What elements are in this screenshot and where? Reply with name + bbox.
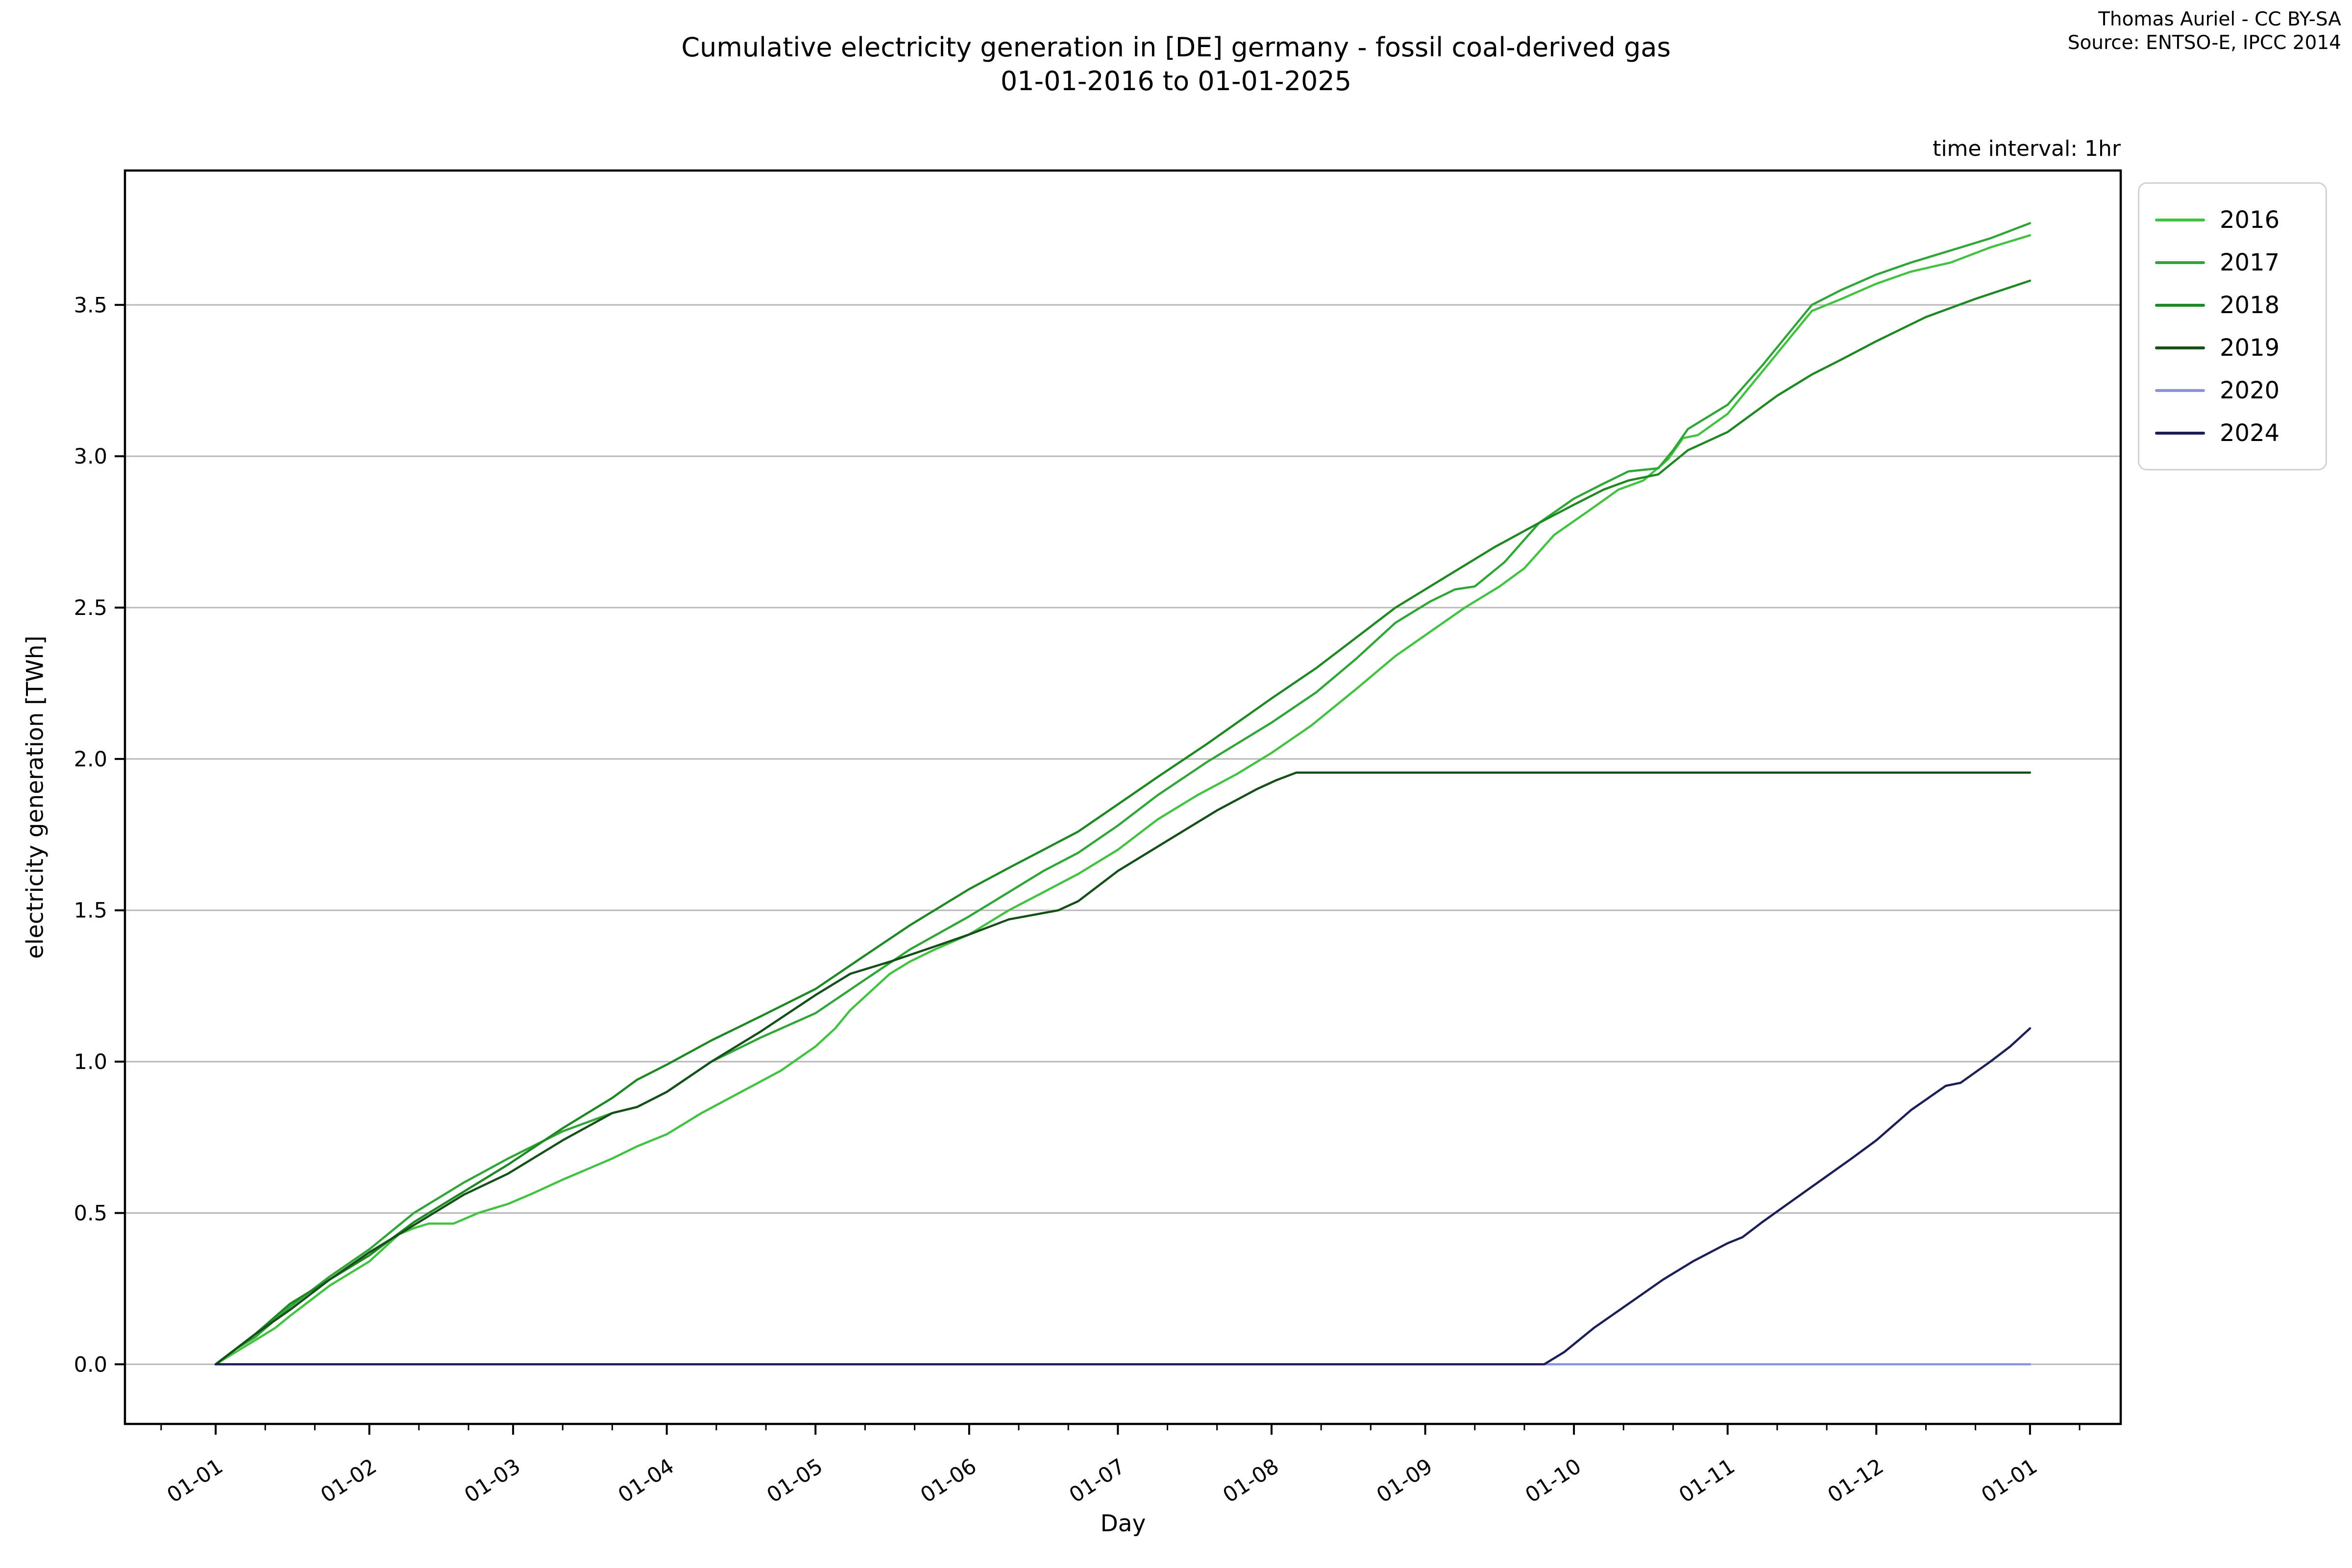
series-line-2019 — [214, 771, 2032, 1366]
legend-label-2019: 2019 — [2220, 334, 2280, 362]
x-axis-label: Day — [1100, 1510, 1146, 1537]
series-line-2024 — [214, 1027, 2032, 1366]
x-tick-label: 01-02 — [317, 1454, 381, 1508]
x-tick-label: 01-01 — [163, 1454, 227, 1508]
legend-item-2024: 2024 — [2139, 412, 2326, 454]
legend-item-2020: 2020 — [2139, 369, 2326, 412]
legend-swatch-2019 — [2155, 346, 2205, 349]
legend-swatch-2017 — [2155, 261, 2205, 264]
axes-frame — [123, 169, 2122, 1425]
legend-label-2018: 2018 — [2220, 291, 2280, 319]
legend-item-2016: 2016 — [2139, 198, 2326, 241]
x-tick-label: 01-03 — [460, 1454, 525, 1508]
x-tick-label: 01-10 — [1521, 1454, 1586, 1508]
legend-swatch-2024 — [2155, 431, 2205, 435]
legend-label-2020: 2020 — [2220, 376, 2280, 404]
legend: 2016 2017 2018 2019 2020 2024 — [2138, 182, 2327, 470]
y-tick-label: 1.0 — [74, 1050, 107, 1075]
chart-title-block: Cumulative electricity generation in [DE… — [0, 30, 2352, 98]
attribution-author: Thomas Auriel - CC BY-SA — [2098, 8, 2341, 30]
y-tick-label: 0.0 — [74, 1352, 107, 1377]
y-tick-label: 1.5 — [74, 899, 107, 923]
x-tick-label: 01-11 — [1675, 1454, 1740, 1508]
legend-item-2019: 2019 — [2139, 326, 2326, 369]
x-tick-label: 01-08 — [1219, 1454, 1283, 1508]
legend-swatch-2020 — [2155, 389, 2205, 392]
legend-item-2017: 2017 — [2139, 241, 2326, 284]
x-tick-label: 01-06 — [916, 1454, 981, 1508]
x-tick-label: 01-09 — [1372, 1454, 1437, 1508]
chart-subtitle: 01-01-2016 to 01-01-2025 — [1000, 66, 1352, 97]
chart-title: Cumulative electricity generation in [DE… — [681, 32, 1671, 63]
legend-swatch-2018 — [2155, 303, 2205, 307]
attribution-source: Source: ENTSO-E, IPCC 2014 — [2067, 31, 2341, 54]
x-tick-label: 01-12 — [1823, 1454, 1888, 1508]
attribution: Thomas Auriel - CC BY-SA Source: ENTSO-E… — [2068, 8, 2341, 54]
legend-label-2016: 2016 — [2220, 206, 2280, 234]
x-tick-label: 01-04 — [614, 1454, 679, 1508]
y-tick-label: 0.5 — [74, 1201, 107, 1225]
x-tick-label: 01-07 — [1065, 1454, 1129, 1508]
legend-label-2017: 2017 — [2220, 248, 2280, 276]
series-line-2018 — [214, 279, 2032, 1366]
time-interval-note: time interval: 1hr — [1933, 136, 2121, 161]
legend-item-2018: 2018 — [2139, 284, 2326, 326]
y-tick-label: 3.0 — [74, 444, 107, 469]
y-tick-label: 3.5 — [74, 293, 107, 318]
y-tick-label: 2.5 — [74, 596, 107, 620]
series-line-2017 — [214, 222, 2032, 1366]
y-tick-label: 2.0 — [74, 747, 107, 772]
legend-label-2024: 2024 — [2220, 419, 2280, 447]
legend-swatch-2016 — [2155, 218, 2205, 221]
x-tick-label: 01-01 — [1977, 1454, 2042, 1508]
x-tick-label: 01-05 — [762, 1454, 827, 1508]
y-axis-label: electricity generation [TWh] — [22, 636, 49, 959]
